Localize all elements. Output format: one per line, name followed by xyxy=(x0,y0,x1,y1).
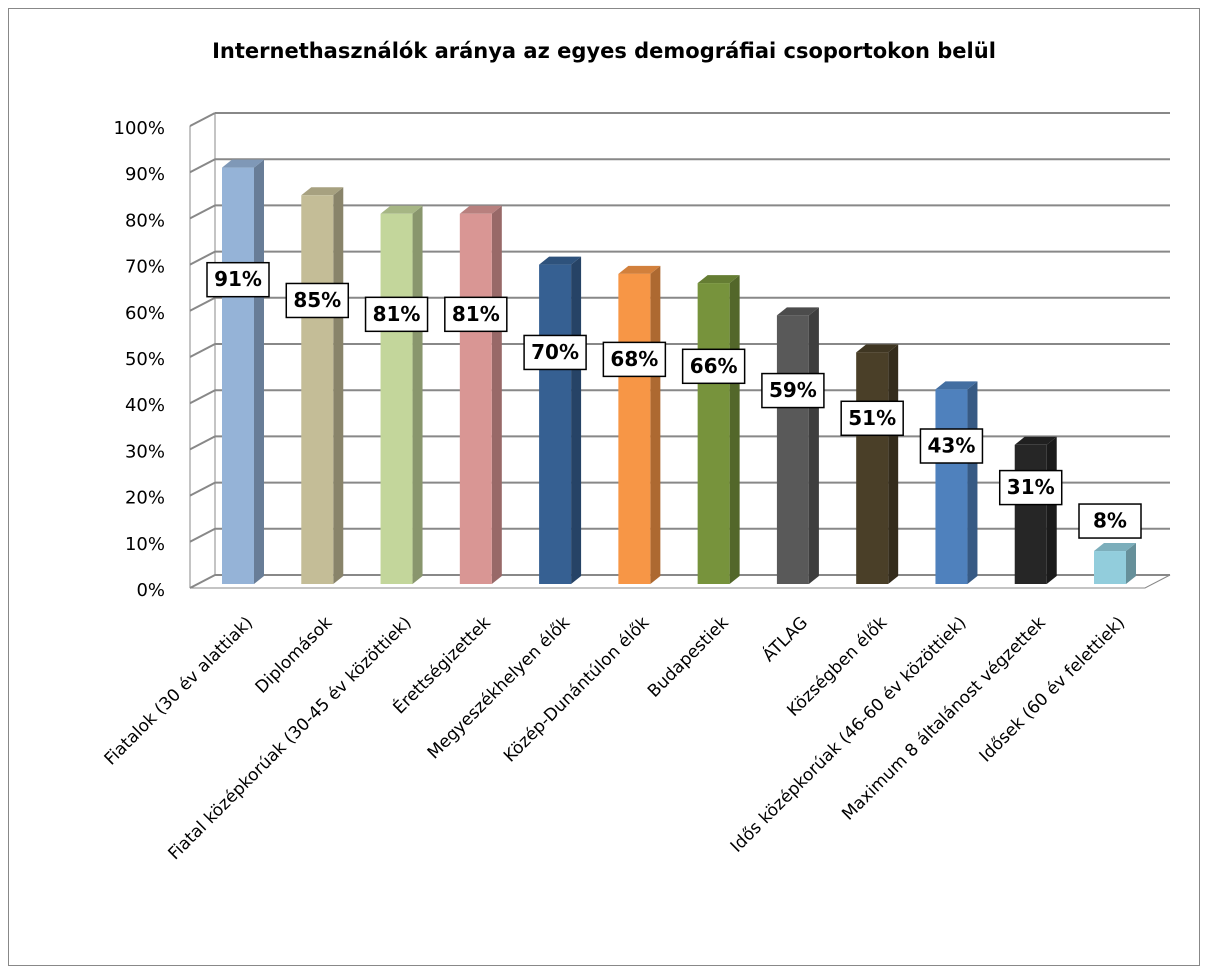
bar xyxy=(618,265,661,584)
bar-front xyxy=(697,283,730,584)
value-label-box xyxy=(444,296,508,333)
bar-top xyxy=(856,344,899,353)
value-label-box xyxy=(919,428,984,464)
bar xyxy=(935,381,978,584)
bar-side xyxy=(254,159,264,584)
bar xyxy=(1094,543,1136,584)
chart-title: Internethasználók aránya az egyes demogr… xyxy=(212,39,996,63)
bar-top xyxy=(1014,436,1057,445)
grid-line-side xyxy=(189,343,216,358)
value-label-box xyxy=(681,348,746,385)
value-label: 70% xyxy=(531,340,579,364)
bar xyxy=(776,307,819,584)
grid-line-side xyxy=(189,112,216,127)
y-tick-label: 80% xyxy=(125,210,165,231)
value-label: 91% xyxy=(214,267,262,291)
y-tick-label: 10% xyxy=(125,534,165,555)
bar-side xyxy=(888,344,899,584)
bar xyxy=(380,205,423,584)
value-label: 31% xyxy=(1007,475,1055,499)
value-label-box xyxy=(206,261,270,298)
bar-top xyxy=(1094,543,1136,552)
bar xyxy=(539,256,582,584)
value-label: 59% xyxy=(769,378,817,402)
y-tick-label: 30% xyxy=(125,441,165,462)
value-label: 51% xyxy=(848,406,896,430)
bar-top xyxy=(301,187,344,196)
value-label: 81% xyxy=(373,302,421,326)
bar-top xyxy=(222,159,264,168)
value-label: 81% xyxy=(452,302,500,326)
bar-top xyxy=(380,205,423,214)
value-label: 66% xyxy=(690,354,738,378)
bar-side xyxy=(571,256,582,584)
bar-top xyxy=(776,307,819,316)
y-tick-label: 20% xyxy=(125,488,165,509)
bar-front xyxy=(539,264,572,584)
y-tick-label: 60% xyxy=(125,303,165,324)
grid-line-side xyxy=(189,158,216,174)
y-tick-label: 40% xyxy=(125,395,165,416)
bar xyxy=(856,344,899,584)
bar-side xyxy=(333,187,344,585)
bar-top xyxy=(697,275,740,284)
bar-front xyxy=(380,213,413,584)
value-label: 43% xyxy=(928,434,976,458)
value-label-box xyxy=(998,469,1063,506)
bar xyxy=(222,159,264,584)
bar-front xyxy=(935,389,968,584)
bar-side xyxy=(808,307,819,584)
value-label: 68% xyxy=(610,347,658,371)
bar-side xyxy=(729,275,740,584)
bar-front xyxy=(618,273,651,584)
bar-top xyxy=(539,256,582,265)
value-label-box xyxy=(523,334,587,371)
bar xyxy=(1014,436,1057,584)
y-tick-label: 90% xyxy=(125,164,165,185)
value-label-box xyxy=(1078,503,1142,539)
bar-front xyxy=(222,167,254,584)
bar-front xyxy=(776,315,809,584)
bar-side xyxy=(412,205,423,584)
bar-front xyxy=(459,213,492,584)
grid-line-side xyxy=(189,527,216,543)
bar-front xyxy=(1014,444,1047,584)
grid-line-side xyxy=(189,574,216,589)
bar xyxy=(697,275,740,584)
bar-top xyxy=(618,265,661,274)
value-label-box xyxy=(602,341,667,378)
bar-front xyxy=(1094,551,1126,584)
bar xyxy=(301,187,344,585)
bar xyxy=(459,205,502,584)
y-tick-label: 100% xyxy=(114,118,165,139)
value-label-box xyxy=(761,372,825,409)
bar-side xyxy=(1046,436,1057,584)
bar-side xyxy=(650,265,661,584)
bar-front xyxy=(301,195,334,585)
bar-side xyxy=(1126,543,1136,584)
grid-line-side xyxy=(189,481,216,497)
y-tick-label: 0% xyxy=(136,580,165,601)
value-label-box xyxy=(285,282,350,319)
value-label: 8% xyxy=(1093,509,1127,533)
value-label-box xyxy=(840,400,904,437)
grid-line-side xyxy=(189,296,216,312)
grid-line-side xyxy=(189,250,216,266)
value-label-box xyxy=(364,296,429,333)
bar-side xyxy=(967,381,978,584)
value-label: 85% xyxy=(293,288,341,312)
grid-line-side xyxy=(189,435,216,451)
y-tick-label: 70% xyxy=(125,257,165,278)
grid-line-side xyxy=(189,389,216,405)
y-tick-label: 50% xyxy=(125,349,165,370)
bar-front xyxy=(856,352,889,584)
bar-side xyxy=(491,205,502,584)
bar-top xyxy=(459,205,502,214)
grid-line-side xyxy=(189,204,216,220)
bar-top xyxy=(935,381,978,390)
